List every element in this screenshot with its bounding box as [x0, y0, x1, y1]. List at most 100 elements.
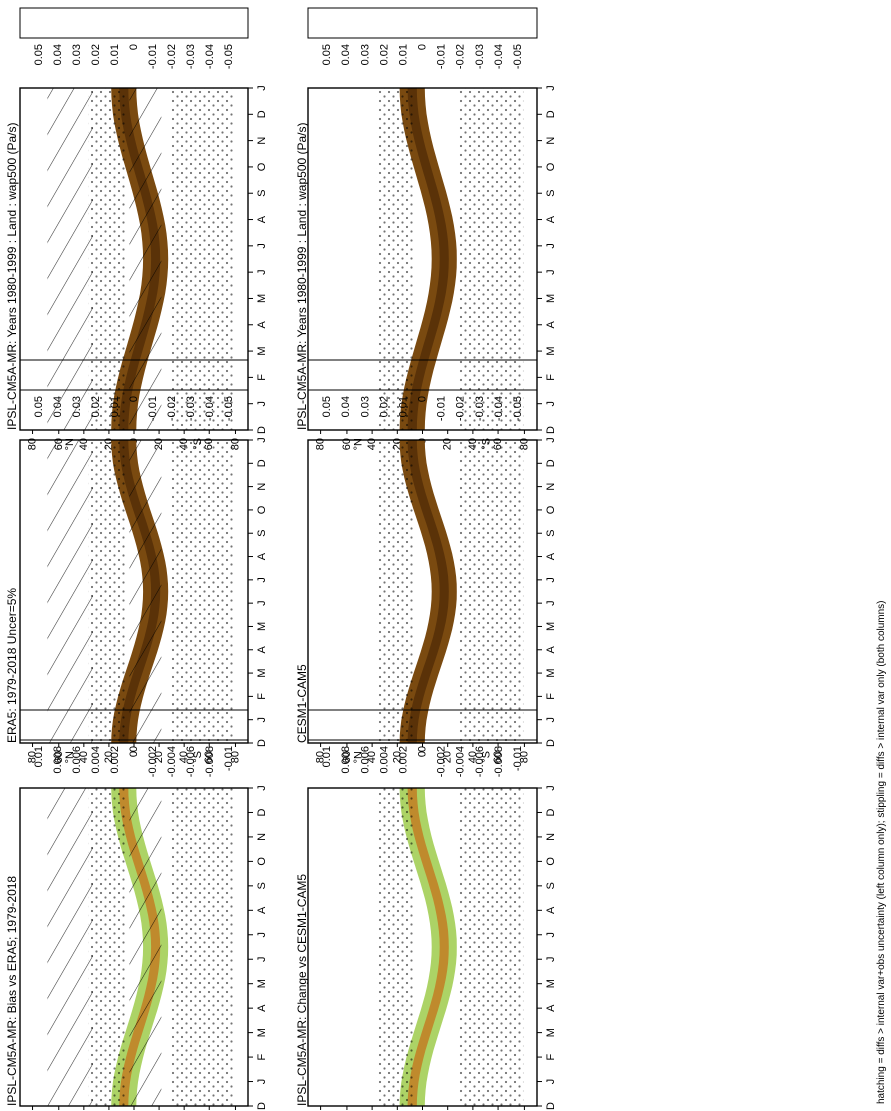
colorbar-tick-label: -0.04: [204, 44, 216, 69]
month-tick-label: J: [545, 269, 557, 275]
colorbar-tick-label: 0.05: [33, 44, 45, 65]
lat-tick-label: 40: [366, 438, 378, 450]
month-tick-label: J: [256, 401, 268, 407]
month-tick-label: S: [256, 530, 268, 537]
month-tick-label: F: [256, 1053, 268, 1060]
month-tick-label: A: [545, 645, 557, 653]
colorbar: 0.05 0.04 0.03 0.02 0.01 0 -0.01 -0.02 -0.03 -0.0…: [19, 359, 249, 421]
panel-title: IPSL-CM5A-MR: Years 1980-1999 : Land : w…: [5, 122, 19, 430]
month-tick-label: J: [256, 600, 268, 606]
month-tick-label: M: [256, 346, 268, 355]
colorbar-tick-label: -0.01: [512, 746, 524, 771]
colorbar-tick-label: -0.004: [455, 746, 467, 777]
month-tick-label: M: [545, 346, 557, 355]
colorbar-tick-label: -0.02: [455, 44, 467, 69]
month-tick-label: A: [256, 320, 268, 328]
hemisphere-label: °S: [192, 751, 204, 763]
month-tick-label: A: [545, 215, 557, 223]
month-tick-label: S: [256, 882, 268, 889]
colorbar-tick-label: 0.01: [397, 396, 409, 417]
stippling-overlay: [376, 788, 414, 1106]
month-tick-label: S: [545, 190, 557, 197]
colorbar-tick-label: 0.02: [90, 396, 102, 417]
colorbar-tick-label: 0.004: [378, 746, 390, 774]
month-tick-label: M: [545, 1028, 557, 1037]
hemisphere-label: °S: [481, 751, 493, 763]
month-tick-label: J: [545, 401, 557, 407]
colorbar-tick-label: 0.01: [397, 44, 409, 65]
figure-footnote: hatching = diffs > internal var+obs unce…: [876, 600, 887, 1104]
month-tick-label: D: [256, 459, 268, 467]
colorbar-tick-label: -0.02: [166, 396, 178, 421]
month-tick-label: J: [256, 1079, 268, 1085]
month-tick-label: D: [256, 739, 268, 747]
lat-tick-label: 20: [442, 438, 454, 450]
colorbar-tick-label: -0.03: [185, 44, 197, 69]
month-tick-label: J: [545, 785, 557, 791]
hemisphere-label: °N: [64, 751, 76, 763]
lat-tick-label: 80: [518, 751, 530, 763]
panel-title: ERA5: 1979-2018 Uncer=5%: [5, 588, 19, 743]
colorbar-tick-label: 0.05: [321, 44, 333, 65]
month-tick-label: S: [545, 530, 557, 537]
month-tick-label: J: [545, 577, 557, 583]
lat-tick-label: 80: [315, 438, 327, 450]
colorbar-tick-label: 0.04: [340, 396, 352, 417]
month-tick-label: D: [545, 459, 557, 467]
hatching-overlay: [129, 788, 162, 1106]
colorbar-frame: [307, 7, 538, 39]
month-tick-label: J: [545, 717, 557, 723]
colorbar-tick-label: 0.03: [71, 44, 83, 65]
month-tick-label: F: [545, 693, 557, 700]
colorbar-tick-label: -0.05: [512, 396, 524, 421]
lat-tick-label: 40: [78, 751, 90, 763]
colorbar-tick-label: 0.02: [90, 44, 102, 65]
lat-tick-label: 20: [391, 751, 403, 763]
colorbar-tick-label: 0: [128, 44, 140, 50]
month-tick-label: A: [545, 1004, 557, 1012]
colorbar-tick-label: 0: [417, 746, 429, 752]
month-tick-label: N: [545, 833, 557, 841]
month-tick-label: F: [545, 1053, 557, 1060]
month-tick-label: J: [545, 243, 557, 249]
month-tick-label: N: [256, 483, 268, 491]
month-tick-label: O: [545, 162, 557, 171]
month-tick-label: D: [256, 426, 268, 434]
month-tick-label: N: [545, 483, 557, 491]
lat-tick-label: 80: [229, 751, 241, 763]
colorbar: 0.01 0.008 0.006 0.004 0.002 0 -0.002 -0.004 -0.…: [19, 709, 249, 777]
lat-tick-label: 80: [315, 751, 327, 763]
colorbar-tick-label: -0.006: [474, 746, 486, 777]
colorbar-tick-label: 0.008: [340, 746, 352, 774]
panel-p1: DJFMAMJJASONDJ80604020020406080°N°SIPSL-…: [5, 7, 268, 450]
colorbar-tick-label: -0.02: [166, 44, 178, 69]
month-tick-label: J: [256, 717, 268, 723]
lat-tick-label: 0: [417, 751, 429, 757]
lat-tick-label: 0: [128, 751, 140, 757]
lat-tick-label: 20: [153, 751, 165, 763]
hatching-overlay: [129, 88, 162, 430]
month-tick-label: A: [256, 1004, 268, 1012]
lat-tick-label: 60: [203, 751, 215, 763]
colorbar-tick-label: 0.04: [340, 44, 352, 65]
colorbar-tick-label: 0.004: [90, 746, 102, 774]
panel-p6: D J F M A M J J A S O N D J 80 60 40 20 0 20 40 60 80 °N °S IPSL-…: [295, 709, 557, 1110]
colorbar-tick-label: -0.02: [455, 396, 467, 421]
month-tick-label: J: [256, 85, 268, 91]
stippling-overlay: [170, 88, 235, 430]
lat-tick-label: 60: [492, 751, 504, 763]
month-tick-label: F: [256, 374, 268, 381]
month-tick-label: O: [545, 857, 557, 866]
month-tick-label: J: [256, 956, 268, 962]
colorbar-tick-label: 0.05: [33, 396, 45, 417]
month-tick-label: A: [256, 215, 268, 223]
month-tick-label: J: [545, 85, 557, 91]
lat-tick-label: 40: [178, 751, 190, 763]
colorbar-tick-label: -0.03: [474, 396, 486, 421]
colorbar-tick-label: 0.002: [109, 746, 121, 774]
panel-title: IPSL-CM5A-MR: Bias vs ERA5; 1979-2018: [5, 876, 19, 1106]
lat-tick-label: 80: [27, 438, 39, 450]
colorbar-tick-label: 0.006: [359, 746, 371, 774]
